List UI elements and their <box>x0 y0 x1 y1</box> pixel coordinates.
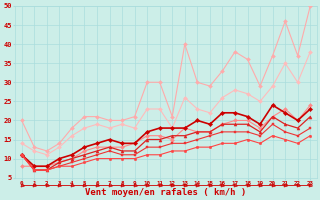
X-axis label: Vent moyen/en rafales ( km/h ): Vent moyen/en rafales ( km/h ) <box>85 188 247 197</box>
